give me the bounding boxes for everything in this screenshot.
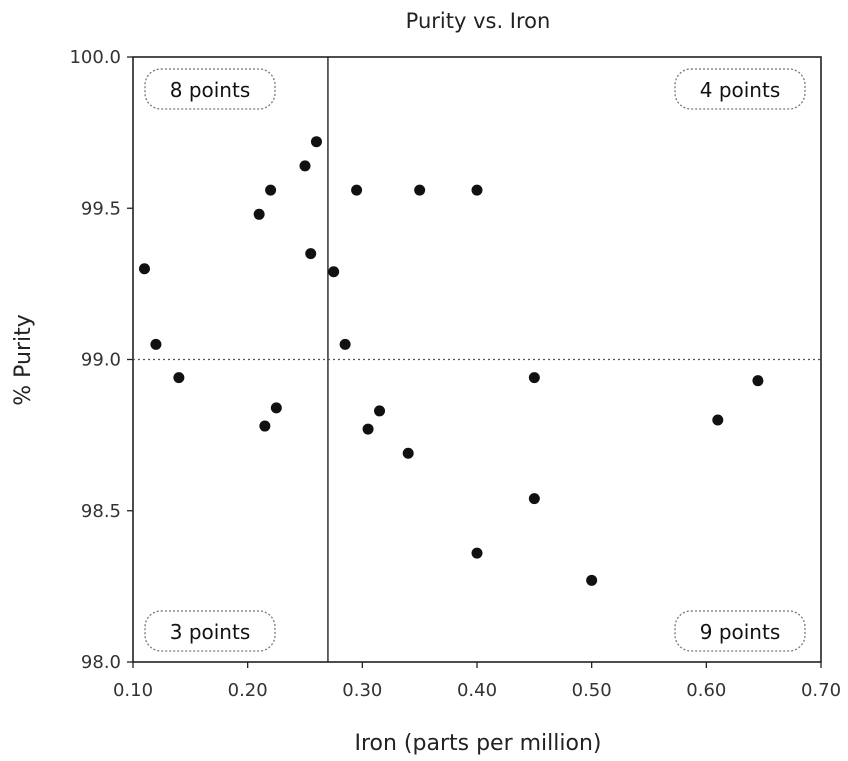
data-point-4 [253,208,265,220]
data-point-23 [712,414,724,426]
data-point-6 [265,184,277,196]
plot-frame [132,56,822,663]
y-axis-label: % Purity [11,314,36,406]
quadrant-label-text: 9 points [700,620,781,644]
data-point-5 [259,420,271,432]
data-point-18 [471,184,483,196]
data-point-1 [138,263,150,275]
data-point-17 [414,184,426,196]
data-point-20 [528,372,540,384]
chart-title: Purity vs. Iron [406,9,551,33]
quadrant-label-text: 4 points [700,78,781,102]
x-axis-ticks: 0.10 0.20 0.30 0.40 0.50 0.60 0.70 [113,662,841,701]
data-point-19 [471,547,483,559]
data-point-13 [351,184,363,196]
data-points [138,136,764,586]
data-point-14 [362,423,374,435]
data-point-21 [528,493,540,505]
quadrant-label-bottom-right: 9 points [674,610,806,652]
data-point-12 [339,338,351,350]
data-point-22 [586,574,598,586]
data-point-3 [173,372,185,384]
quadrant-label-text: 8 points [170,78,251,102]
data-point-7 [270,402,282,414]
x-tick-label: 0.70 [801,680,841,701]
reference-lines [133,57,821,662]
x-tick-label: 0.20 [228,680,268,701]
quadrant-label-box [144,610,276,652]
quadrant-labels: 8 points 4 points 3 points 9 points [144,68,806,652]
quadrant-label-box [674,610,806,652]
x-axis-label: Iron (parts per million) [354,731,601,756]
data-point-2 [150,338,162,350]
quadrant-label-text: 3 points [170,620,251,644]
data-point-16 [402,447,414,459]
y-tick-label: 98.0 [81,652,121,673]
y-axis-ticks: 98.0 98.5 99.0 99.5 100.0 [69,47,133,673]
quadrant-label-bottom-left: 3 points [144,610,276,652]
x-tick-label: 0.60 [686,680,726,701]
data-point-9 [305,248,317,260]
x-tick-label: 0.30 [342,680,382,701]
x-tick-label: 0.40 [457,680,497,701]
y-tick-label: 100.0 [69,47,121,68]
y-tick-label: 99.0 [81,350,121,371]
quadrant-label-top-right: 4 points [674,68,806,110]
data-point-24 [752,375,764,387]
quadrant-label-top-left: 8 points [144,68,276,110]
data-point-11 [328,266,340,278]
data-point-10 [310,136,322,148]
quadrant-label-box [674,68,806,110]
data-point-15 [374,405,386,417]
y-tick-label: 99.5 [81,198,121,219]
y-tick-label: 98.5 [81,501,121,522]
quadrant-label-box [144,68,276,110]
x-tick-label: 0.50 [572,680,612,701]
data-point-8 [299,160,311,172]
x-tick-label: 0.10 [113,680,153,701]
